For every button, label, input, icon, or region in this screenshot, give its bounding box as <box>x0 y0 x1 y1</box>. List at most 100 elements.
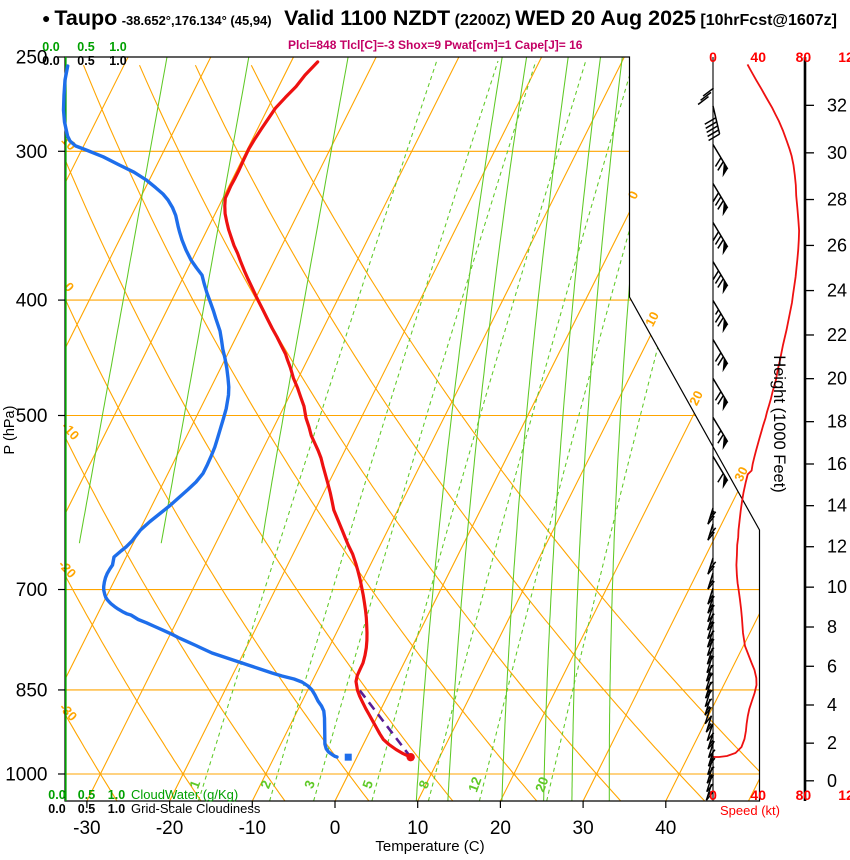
dry-adiabat-line <box>194 64 706 801</box>
speed-tick-label-bottom: 12 <box>838 787 850 803</box>
barb-stem <box>707 587 714 605</box>
barb-pennant <box>722 279 728 295</box>
station-name: Taupo <box>54 6 118 30</box>
grid-layer <box>65 57 760 801</box>
pressure-tick-label: 500 <box>16 406 48 427</box>
wind-barb <box>712 455 729 490</box>
barb-half-feather <box>708 594 714 601</box>
wind-speed-curve <box>710 63 801 758</box>
cloudwater-scale-top: 0.5 <box>77 40 94 54</box>
barb-feather <box>717 395 724 405</box>
barb-half-feather <box>717 430 722 436</box>
isotherm-label: 10 <box>642 309 662 329</box>
moist-adiabat-line <box>160 57 250 544</box>
barb-stem <box>706 724 714 741</box>
dry-adiabat-line <box>65 65 286 801</box>
dry-adiabat-line <box>250 64 760 801</box>
pressure-tick-label: 400 <box>16 291 48 312</box>
temperature-tick-label: -30 <box>73 818 100 839</box>
cloudiness-scale-bottom: 1.0 <box>108 802 125 816</box>
mixing-ratio-label: 20 <box>532 775 551 794</box>
barb-pennant <box>722 396 728 412</box>
cloudiness-scale-top: 0.0 <box>42 54 59 68</box>
moist-adiabat-line <box>415 57 503 801</box>
barb-feather <box>702 87 714 97</box>
pressure-tick-label: 700 <box>16 580 48 601</box>
cloudwater-scale-bottom: 0.5 <box>78 788 95 802</box>
moist-adiabat-line <box>447 57 528 801</box>
wind-barb <box>712 183 729 217</box>
barb-stem <box>707 572 714 590</box>
barb-stem <box>706 639 714 656</box>
mixing-ratio-label: 8 <box>416 778 433 791</box>
wind-barb <box>697 87 714 106</box>
wind-barb <box>712 339 729 373</box>
barb-feather <box>705 791 714 801</box>
barb-feather <box>717 356 724 366</box>
moist-adiabat-line <box>501 57 569 801</box>
cloudiness-scale-top: 0.5 <box>77 54 94 68</box>
dry-adiabat-line <box>65 65 202 801</box>
speed-axis-title: Speed (kt) <box>720 803 780 818</box>
barb-feather <box>712 231 720 241</box>
parcel-ascent-line <box>356 687 412 758</box>
speed-tick-label-top: 80 <box>796 49 812 65</box>
height-tick-label: 0 <box>827 771 837 791</box>
barb-feather <box>712 270 720 280</box>
height-tick-label: 30 <box>827 143 847 163</box>
wind-barb <box>707 507 717 525</box>
height-tick-label: 10 <box>827 577 847 597</box>
dry-adiabat-label: -10 <box>59 419 83 443</box>
temperature-tick-label: 40 <box>655 818 676 839</box>
valid-utc: (2200Z) <box>454 12 511 29</box>
isotherm-label: 20 <box>686 388 706 408</box>
barb-feather <box>717 161 724 171</box>
height-tick-label: 16 <box>827 454 847 474</box>
wind-barb <box>704 105 721 142</box>
dry-adiabat-label: -20 <box>55 557 79 581</box>
barb-stem <box>707 523 714 541</box>
barb-feather <box>717 239 724 249</box>
mixing-ratio-line <box>269 60 499 801</box>
cloudwater-scale-bottom: 1.0 <box>108 788 125 802</box>
barb-feather <box>708 511 717 521</box>
barb-stem <box>707 507 714 525</box>
barb-feather <box>714 391 722 401</box>
barb-stem <box>705 715 713 733</box>
barb-feather <box>707 515 715 525</box>
barb-feather <box>712 192 720 202</box>
dry-adiabat-line <box>138 64 622 801</box>
temperature-tick-label: 10 <box>407 818 428 839</box>
temperature-tick-label: 20 <box>490 818 511 839</box>
barb-stem <box>707 732 714 750</box>
moist-adiabat-line <box>571 57 623 801</box>
barb-half-feather <box>708 620 714 627</box>
station-bullet-icon: ● <box>42 10 55 26</box>
barb-stem <box>706 656 713 673</box>
barb-stem <box>707 596 714 614</box>
cloudwater-scale-top: 1.0 <box>109 40 126 54</box>
speed-tick-label-top: 0 <box>709 49 717 65</box>
isotherm-line <box>582 57 760 801</box>
isotherm-line <box>665 57 760 801</box>
isotherm-line <box>65 57 294 801</box>
barb-pennant <box>722 474 728 490</box>
height-tick-label: 32 <box>827 95 847 115</box>
wind-barb <box>712 300 729 334</box>
barb-feather <box>706 125 719 134</box>
barb-half-feather <box>705 705 711 712</box>
mixing-ratio-line <box>313 60 537 801</box>
barb-feather <box>697 95 709 106</box>
valid-date: WED 20 Aug 2025 <box>515 6 696 30</box>
barb-stem <box>706 630 714 648</box>
barb-feather <box>714 196 722 206</box>
barb-stem <box>706 766 714 784</box>
wind-barb <box>712 144 729 178</box>
wind-barb <box>712 378 729 412</box>
barb-stem <box>707 749 715 767</box>
barb-feather <box>717 434 724 444</box>
temperature-tick-label: -10 <box>239 818 266 839</box>
pressure-tick-label: 250 <box>16 48 48 69</box>
barb-stem <box>706 613 714 631</box>
barb-stem <box>705 664 713 682</box>
